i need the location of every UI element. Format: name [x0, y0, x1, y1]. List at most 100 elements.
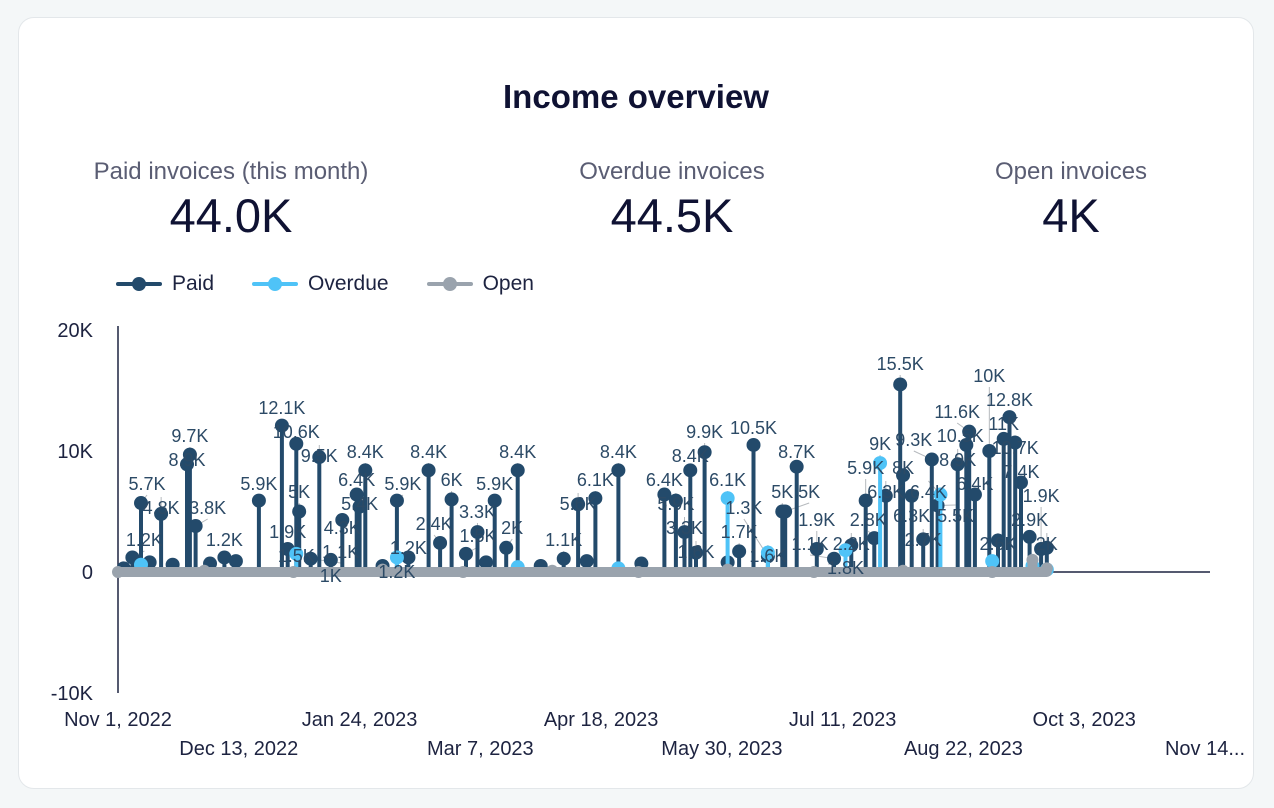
data-label: 10.7K: [992, 438, 1039, 458]
data-point-paid: [1002, 410, 1017, 425]
data-point-overdue: [985, 554, 1000, 569]
kpi-label: Overdue invoices: [579, 158, 765, 185]
chart-legend: Paid Overdue Open: [116, 272, 534, 296]
data-label: 15.5K: [877, 354, 924, 374]
legend-item-paid[interactable]: Paid: [116, 272, 214, 296]
data-label: 5.9K: [847, 458, 884, 478]
kpi-value: 44.0K: [169, 189, 293, 242]
page-title: Income overview: [503, 78, 769, 115]
data-point-paid: [349, 487, 364, 502]
data-label: 5.9K: [384, 474, 421, 494]
data-point-paid: [878, 488, 893, 503]
data-label: 6.4K: [646, 470, 683, 490]
data-label: 5.9K: [476, 474, 513, 494]
data-label: 1.2K: [206, 530, 243, 550]
data-label: 9.7K: [171, 426, 208, 446]
data-label: 1.6K: [749, 546, 786, 566]
data-point-paid: [904, 488, 919, 503]
data-point-paid: [571, 497, 586, 512]
data-point-paid: [312, 450, 327, 465]
data-point-paid: [893, 377, 908, 392]
data-point-paid: [154, 506, 169, 521]
data-label: 2.6K: [979, 534, 1016, 554]
data-point-paid: [809, 542, 824, 557]
data-point-open: [721, 563, 734, 576]
data-point-paid: [657, 487, 672, 502]
x-tick-label: Oct 3, 2023: [1033, 709, 1136, 731]
x-tick-label: May 30, 2023: [661, 738, 782, 760]
y-tick-label: 20K: [57, 320, 93, 342]
data-label: 4.8K: [143, 498, 180, 518]
data-point-open: [376, 563, 389, 576]
data-label: 3.8K: [189, 498, 226, 518]
data-label: 5.5K: [937, 506, 974, 526]
data-label: 2K: [501, 518, 523, 538]
data-label: 3.3K: [666, 518, 703, 538]
data-label: 2.2K: [833, 534, 870, 554]
data-label: 12.1K: [258, 398, 305, 418]
data-point-paid: [916, 532, 931, 547]
data-point-paid: [274, 418, 289, 433]
data-label: 2.9K: [1011, 510, 1048, 530]
data-label: 9.5K: [301, 446, 338, 466]
data-point-open: [1026, 553, 1039, 566]
data-label: 8K: [892, 458, 914, 478]
data-label: 1.8K: [827, 558, 864, 578]
data-label: 4.3K: [324, 518, 361, 538]
open-swatch-icon: [426, 277, 473, 291]
data-label: 1.1K: [791, 534, 828, 554]
data-label: 2.8K: [850, 510, 887, 530]
data-point-paid: [990, 533, 1005, 548]
data-point-paid: [950, 457, 965, 472]
x-tick-label: Aug 22, 2023: [904, 738, 1023, 760]
data-point-paid: [433, 535, 448, 550]
data-label: 11K: [988, 414, 1019, 434]
x-tick-label: Dec 13, 2022: [179, 738, 298, 760]
data-label: 11.6K: [934, 402, 980, 422]
data-point-paid: [579, 554, 594, 569]
data-point-paid: [588, 491, 603, 506]
data-point-paid: [470, 525, 485, 540]
legend-item-open[interactable]: Open: [426, 272, 534, 296]
data-label: 8.4K: [410, 442, 447, 462]
data-point-overdue: [873, 456, 888, 471]
data-label: 1.1K: [545, 530, 582, 550]
data-label: 1.2K: [390, 538, 427, 558]
data-label: 1.5K: [278, 546, 315, 566]
data-label: 10K: [973, 366, 1005, 386]
data-point-paid: [389, 493, 404, 508]
data-label: 10.5K: [937, 426, 984, 446]
data-label: 2K: [1036, 534, 1058, 554]
data-point-open: [807, 566, 820, 578]
data-point-paid: [323, 552, 338, 567]
data-label: 6K: [441, 470, 463, 490]
data-point-paid: [352, 499, 367, 514]
data-point-paid: [217, 550, 232, 565]
data-point-open: [546, 564, 559, 577]
data-point-paid: [335, 512, 350, 527]
data-point-paid: [188, 519, 203, 534]
data-label: 5K: [771, 482, 793, 502]
data-label: 8.7K: [778, 442, 815, 462]
data-point-paid: [289, 436, 304, 451]
data-label: 6.1K: [709, 470, 746, 490]
data-point-paid: [479, 555, 494, 570]
data-point-paid: [683, 463, 698, 478]
data-label: 1.1K: [322, 542, 359, 562]
legend-item-overdue[interactable]: Overdue: [252, 272, 389, 296]
data-point-paid: [677, 525, 692, 540]
data-point-paid: [732, 544, 747, 559]
data-point-paid: [697, 445, 712, 460]
data-point-paid: [689, 545, 704, 560]
data-label: 10.6K: [273, 422, 320, 442]
x-tick-label: Apr 18, 2023: [544, 709, 659, 731]
kpi-paid: Paid invoices (this month) 44.0K: [31, 158, 431, 243]
data-point-paid: [924, 452, 939, 467]
y-tick-label: 0: [82, 562, 93, 584]
data-point-open: [632, 566, 645, 578]
data-label: 8.9K: [939, 450, 976, 470]
x-tick-label: Mar 7, 2023: [427, 738, 534, 760]
data-label: 6.4K: [338, 470, 375, 490]
data-label: 1K: [320, 566, 342, 586]
data-point-paid: [1022, 529, 1037, 544]
